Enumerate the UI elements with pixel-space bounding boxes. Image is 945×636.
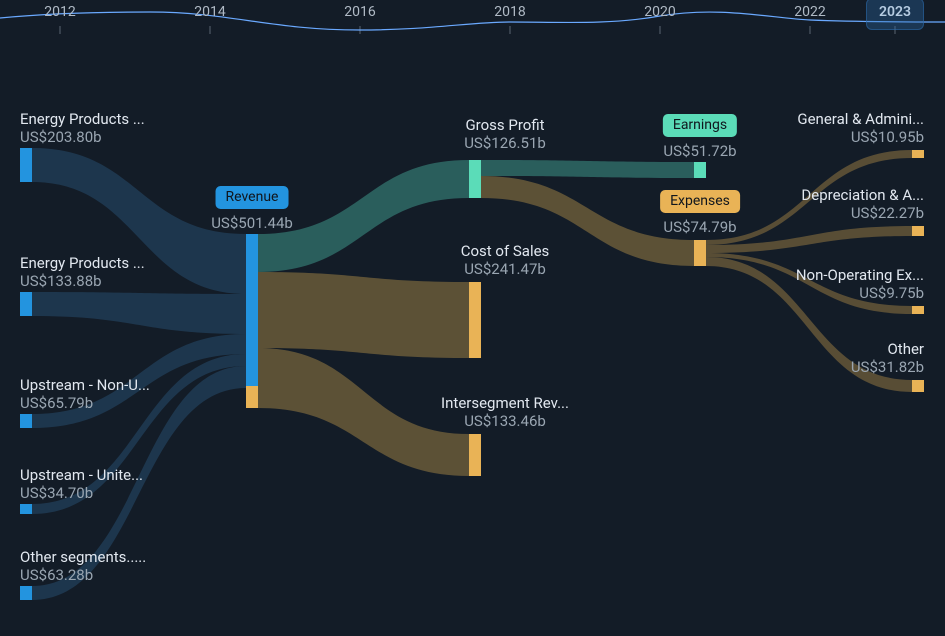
expenses-node-bar <box>694 240 706 266</box>
cost-sales-node-bar <box>469 282 481 358</box>
intersegment-node-bar <box>469 434 481 476</box>
sink-node-bar <box>912 306 924 314</box>
source-node-bar <box>20 504 32 514</box>
timeline-selected-year[interactable] <box>866 0 924 30</box>
timeline-year[interactable]: 2014 <box>194 4 225 20</box>
source-node-bar <box>20 414 32 428</box>
timeline-year[interactable]: 2012 <box>44 4 75 20</box>
gross-profit-node-bar <box>469 160 481 198</box>
sink-node-bar <box>912 380 924 392</box>
expenses-pill[interactable]: Expenses <box>660 190 740 213</box>
source-node-bar <box>20 148 32 182</box>
sankey-chart: Energy Products ...US$203.80bEnergy Prod… <box>0 44 945 636</box>
timeline[interactable]: 2012201420162018202020222023 <box>0 0 945 44</box>
revenue-node-bar <box>246 234 258 386</box>
timeline-year[interactable]: 2018 <box>494 4 525 20</box>
sink-node-bar <box>912 226 924 236</box>
revenue-pill[interactable]: Revenue <box>216 186 289 209</box>
earnings-node-bar <box>694 162 706 178</box>
timeline-year[interactable]: 2020 <box>644 4 675 20</box>
source-node-bar <box>20 292 32 316</box>
earnings-pill[interactable]: Earnings <box>663 114 737 137</box>
timeline-year[interactable]: 2022 <box>794 4 825 20</box>
sink-node-bar <box>912 150 924 158</box>
source-node-bar <box>20 586 32 600</box>
timeline-year[interactable]: 2016 <box>344 4 375 20</box>
